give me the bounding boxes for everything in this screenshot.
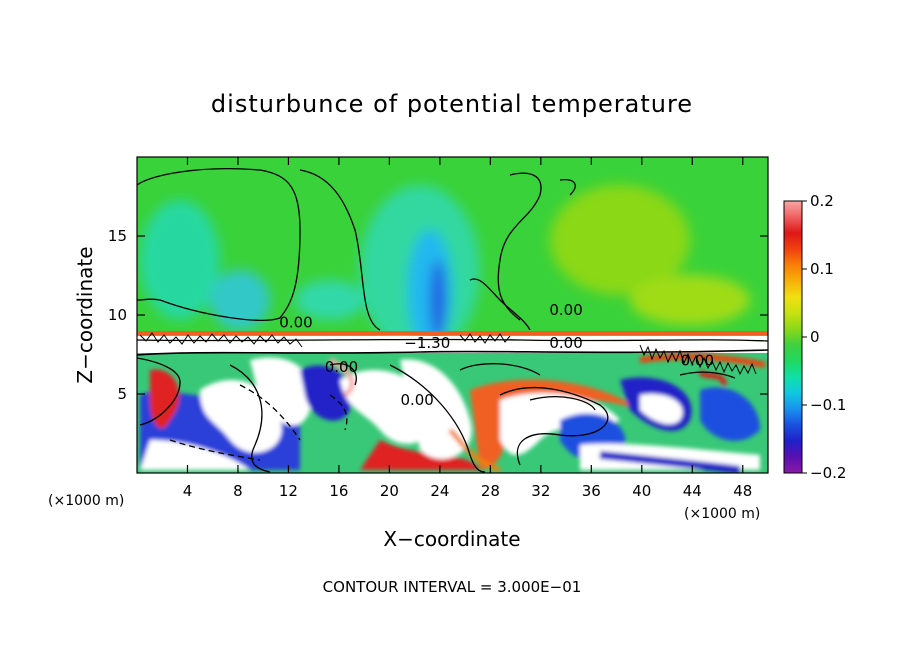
contour-label: 0.00 bbox=[549, 334, 582, 352]
x-tick-label: 16 bbox=[329, 482, 348, 500]
x-tick-label: 4 bbox=[183, 482, 193, 500]
x-tick-label: 32 bbox=[531, 482, 550, 500]
heatmap-field bbox=[137, 157, 768, 473]
y-tick-label: 10 bbox=[108, 306, 127, 324]
x-tick-label: 48 bbox=[733, 482, 752, 500]
x-tick-label: 36 bbox=[582, 482, 601, 500]
x-tick-label: 44 bbox=[683, 482, 702, 500]
contour-label: 0.00 bbox=[325, 358, 358, 376]
contour-interval-note: CONTOUR INTERVAL = 3.000E−01 bbox=[323, 578, 582, 596]
colorbar: 0.2 0.1 0 −0.1 −0.2 bbox=[783, 192, 846, 482]
colorbar-tick-label: 0.1 bbox=[810, 260, 834, 278]
x-axis-label: X−coordinate bbox=[383, 527, 520, 551]
colorbar-tick-label: −0.2 bbox=[810, 464, 846, 482]
contour-label: 0.00 bbox=[681, 352, 714, 370]
contour-label: 0.00 bbox=[279, 314, 312, 332]
contour-label: −1.30 bbox=[404, 334, 450, 352]
contour-label: 0.00 bbox=[400, 391, 433, 409]
y-axis: 5 10 15 bbox=[108, 227, 768, 403]
contour-labels: 0.00 −1.30 0.00 0.00 0.00 0.00 0.00 bbox=[279, 301, 714, 409]
contour-label: 0.00 bbox=[549, 301, 582, 319]
x-tick-label: 40 bbox=[632, 482, 651, 500]
y-axis-label: Z−coordinate bbox=[73, 246, 97, 383]
colorbar-tick-label: −0.1 bbox=[810, 396, 846, 414]
x-unit-left: (×1000 m) bbox=[48, 493, 124, 509]
x-axis: 4 8 12 16 20 24 28 32 36 40 44 48 bbox=[183, 157, 752, 500]
y-tick-label: 5 bbox=[117, 385, 127, 403]
colorbar-tick-label: 0 bbox=[810, 328, 820, 346]
x-unit-right: (×1000 m) bbox=[684, 506, 760, 522]
x-tick-label: 12 bbox=[279, 482, 298, 500]
x-tick-label: 28 bbox=[481, 482, 500, 500]
x-tick-label: 20 bbox=[380, 482, 399, 500]
chart-title: disturbunce of potential temperature bbox=[211, 90, 693, 118]
x-tick-label: 8 bbox=[233, 482, 243, 500]
colorbar-tick-label: 0.2 bbox=[810, 192, 834, 210]
y-tick-label: 15 bbox=[108, 227, 127, 245]
x-tick-label: 24 bbox=[430, 482, 449, 500]
